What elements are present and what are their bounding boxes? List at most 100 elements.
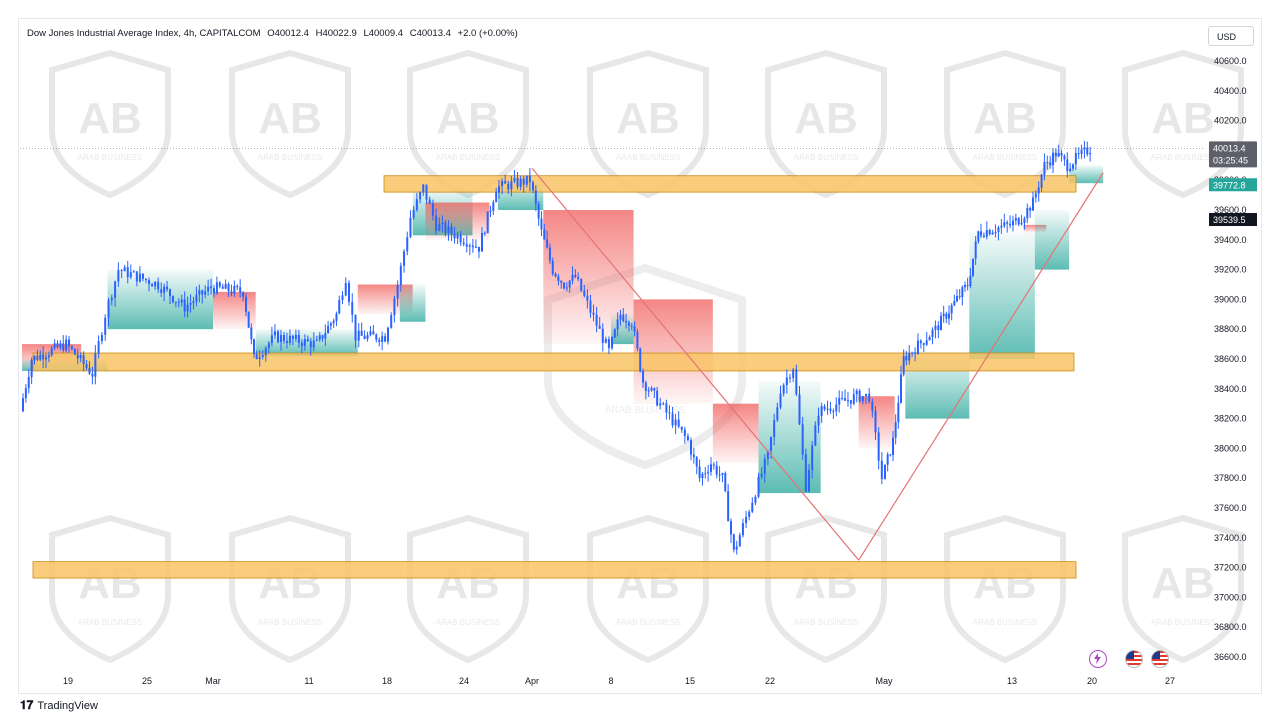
candle-body: [338, 299, 341, 314]
candle-body: [230, 291, 233, 294]
candle-body: [132, 271, 135, 273]
watermark-text: ARAB BUSINESS: [973, 153, 1037, 162]
watermark-text: ARAB BUSINESS: [616, 153, 680, 162]
candle-body: [565, 287, 568, 289]
candle-body: [754, 496, 757, 503]
time-axis[interactable]: 19 25 Mar 11 18 24 Apr 8 15 22 May 13 20 27: [63, 676, 1175, 686]
candles-layer: [22, 140, 1092, 555]
candle-body: [363, 335, 366, 339]
candle-body: [459, 234, 462, 243]
candle-body: [239, 287, 242, 293]
lightning-icon[interactable]: [1089, 650, 1107, 668]
us-flag-icon[interactable]: [1151, 650, 1169, 668]
y-tick-label: 36800.0: [1214, 622, 1247, 632]
candle-body: [341, 295, 344, 300]
candle-body: [662, 403, 665, 405]
candle-body: [814, 425, 817, 446]
y-tick-label: 37400.0: [1214, 533, 1247, 543]
chart-frame: [18, 18, 1262, 694]
candle-body: [745, 516, 748, 524]
candle-body: [852, 394, 855, 404]
candle-body: [318, 335, 321, 340]
symbol-title[interactable]: Dow Jones Industrial Average Index, 4h, …: [27, 28, 261, 39]
candle-body: [884, 464, 886, 480]
candle-body: [36, 355, 39, 360]
candle-body: [428, 199, 431, 204]
candle-body: [525, 175, 528, 185]
candle-body: [823, 406, 826, 410]
currency-selector[interactable]: USD: [1208, 26, 1254, 46]
candle-body: [644, 382, 647, 391]
candle-body: [210, 286, 213, 289]
candle-body: [934, 325, 937, 330]
candle-body: [908, 353, 911, 361]
candle-body: [577, 277, 580, 279]
candle-body: [387, 327, 389, 342]
candle-body: [215, 282, 218, 294]
candle-body: [91, 373, 94, 377]
x-tick-label: 27: [1165, 676, 1175, 686]
x-tick-label: 13: [1007, 676, 1017, 686]
candle-body: [653, 388, 656, 391]
candle-body: [889, 454, 892, 456]
candle-body: [79, 355, 82, 359]
candle-body: [450, 226, 453, 234]
candle-body: [88, 367, 91, 374]
candle-body: [1020, 222, 1023, 225]
candle-body: [344, 282, 347, 296]
candle-body: [880, 460, 883, 480]
candle-body: [961, 287, 964, 298]
candle-body: [592, 312, 595, 315]
candle-body: [1083, 147, 1086, 150]
candle-body: [273, 331, 276, 336]
candle-body: [198, 290, 201, 295]
candle-body: [468, 245, 471, 247]
black-price-value: 39539.5: [1213, 215, 1246, 225]
trend-band: [611, 314, 634, 345]
watermark-text: ARAB BUSINESS: [258, 618, 322, 627]
candle-body: [868, 393, 871, 402]
watermark-text: ARAB BUSINESS: [1151, 153, 1215, 162]
candle-body: [68, 339, 70, 347]
candle-body: [117, 270, 120, 282]
candle-body: [811, 445, 814, 470]
candle-body: [160, 289, 163, 293]
candle-body: [135, 271, 138, 282]
candle-body: [224, 284, 227, 289]
candle-body: [919, 340, 922, 344]
candle-body: [1032, 197, 1034, 211]
candle-body: [972, 258, 974, 276]
shield-icon: [49, 49, 171, 199]
candle-body: [288, 335, 291, 343]
x-tick-label: Mar: [205, 676, 221, 686]
candle-body: [519, 178, 522, 187]
watermark-text: ARAB BUSINESS: [1151, 618, 1215, 627]
candle-body: [422, 184, 425, 193]
candle-body: [751, 502, 754, 512]
watermark-monogram: AB: [78, 94, 142, 143]
x-tick-label: 11: [304, 676, 313, 686]
candle-body: [247, 311, 250, 328]
x-tick-label: May: [875, 676, 893, 686]
candle-body: [192, 301, 195, 304]
last-price-value: 40013.4: [1213, 143, 1246, 153]
us-flag-icon[interactable]: [1125, 650, 1143, 668]
y-tick-label: 37800.0: [1214, 473, 1247, 483]
candle-body: [613, 329, 616, 338]
candle-body: [73, 348, 76, 355]
candle-body: [792, 369, 795, 378]
price-axis[interactable]: 36600.0 36800.0 37000.0 37200.0 37400.0 37600…: [1214, 56, 1247, 662]
candle-body: [1054, 152, 1057, 157]
candle-body: [1040, 174, 1043, 188]
candle-body: [1006, 222, 1009, 224]
brand-name[interactable]: TradingView: [37, 699, 98, 712]
candle-body: [928, 337, 931, 341]
candle-body: [47, 355, 50, 358]
candle-body: [953, 301, 956, 306]
candle-body: [855, 390, 858, 395]
candle-body: [1080, 149, 1083, 154]
candle-body: [56, 343, 59, 348]
candle-body: [324, 333, 327, 339]
candle-body: [804, 454, 807, 492]
